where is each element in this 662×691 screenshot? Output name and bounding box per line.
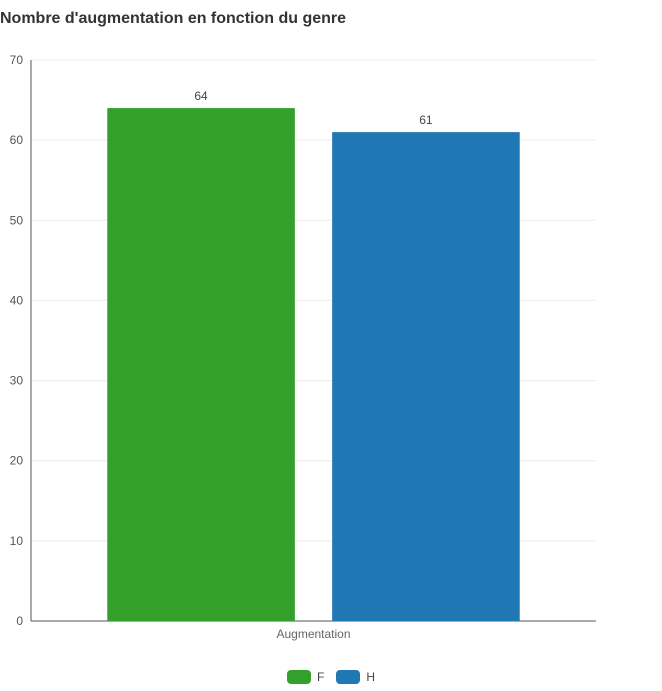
legend-label: F (316, 670, 325, 684)
y-tick-label: 60 (10, 133, 24, 147)
legend-swatch (336, 670, 361, 684)
y-tick-label: 0 (16, 614, 23, 628)
y-tick-label: 70 (10, 53, 24, 67)
legend-item-f[interactable]: F (286, 670, 325, 684)
bar-f (107, 108, 295, 622)
bar-h (332, 132, 520, 621)
y-tick-label: 40 (10, 293, 24, 307)
data-label: 64 (194, 89, 208, 103)
legend-item-h[interactable]: H (336, 670, 375, 684)
legend-swatch (286, 670, 311, 684)
y-tick-label: 50 (10, 213, 24, 227)
y-tick-label: 10 (10, 534, 24, 548)
chart-title: Nombre d'augmentation en fonction du gen… (0, 10, 347, 27)
x-category-label: Augmentation (276, 627, 350, 641)
data-label: 61 (419, 113, 433, 127)
legend-label: H (366, 670, 375, 684)
y-tick-label: 20 (10, 454, 24, 468)
y-tick-label: 30 (10, 374, 24, 388)
